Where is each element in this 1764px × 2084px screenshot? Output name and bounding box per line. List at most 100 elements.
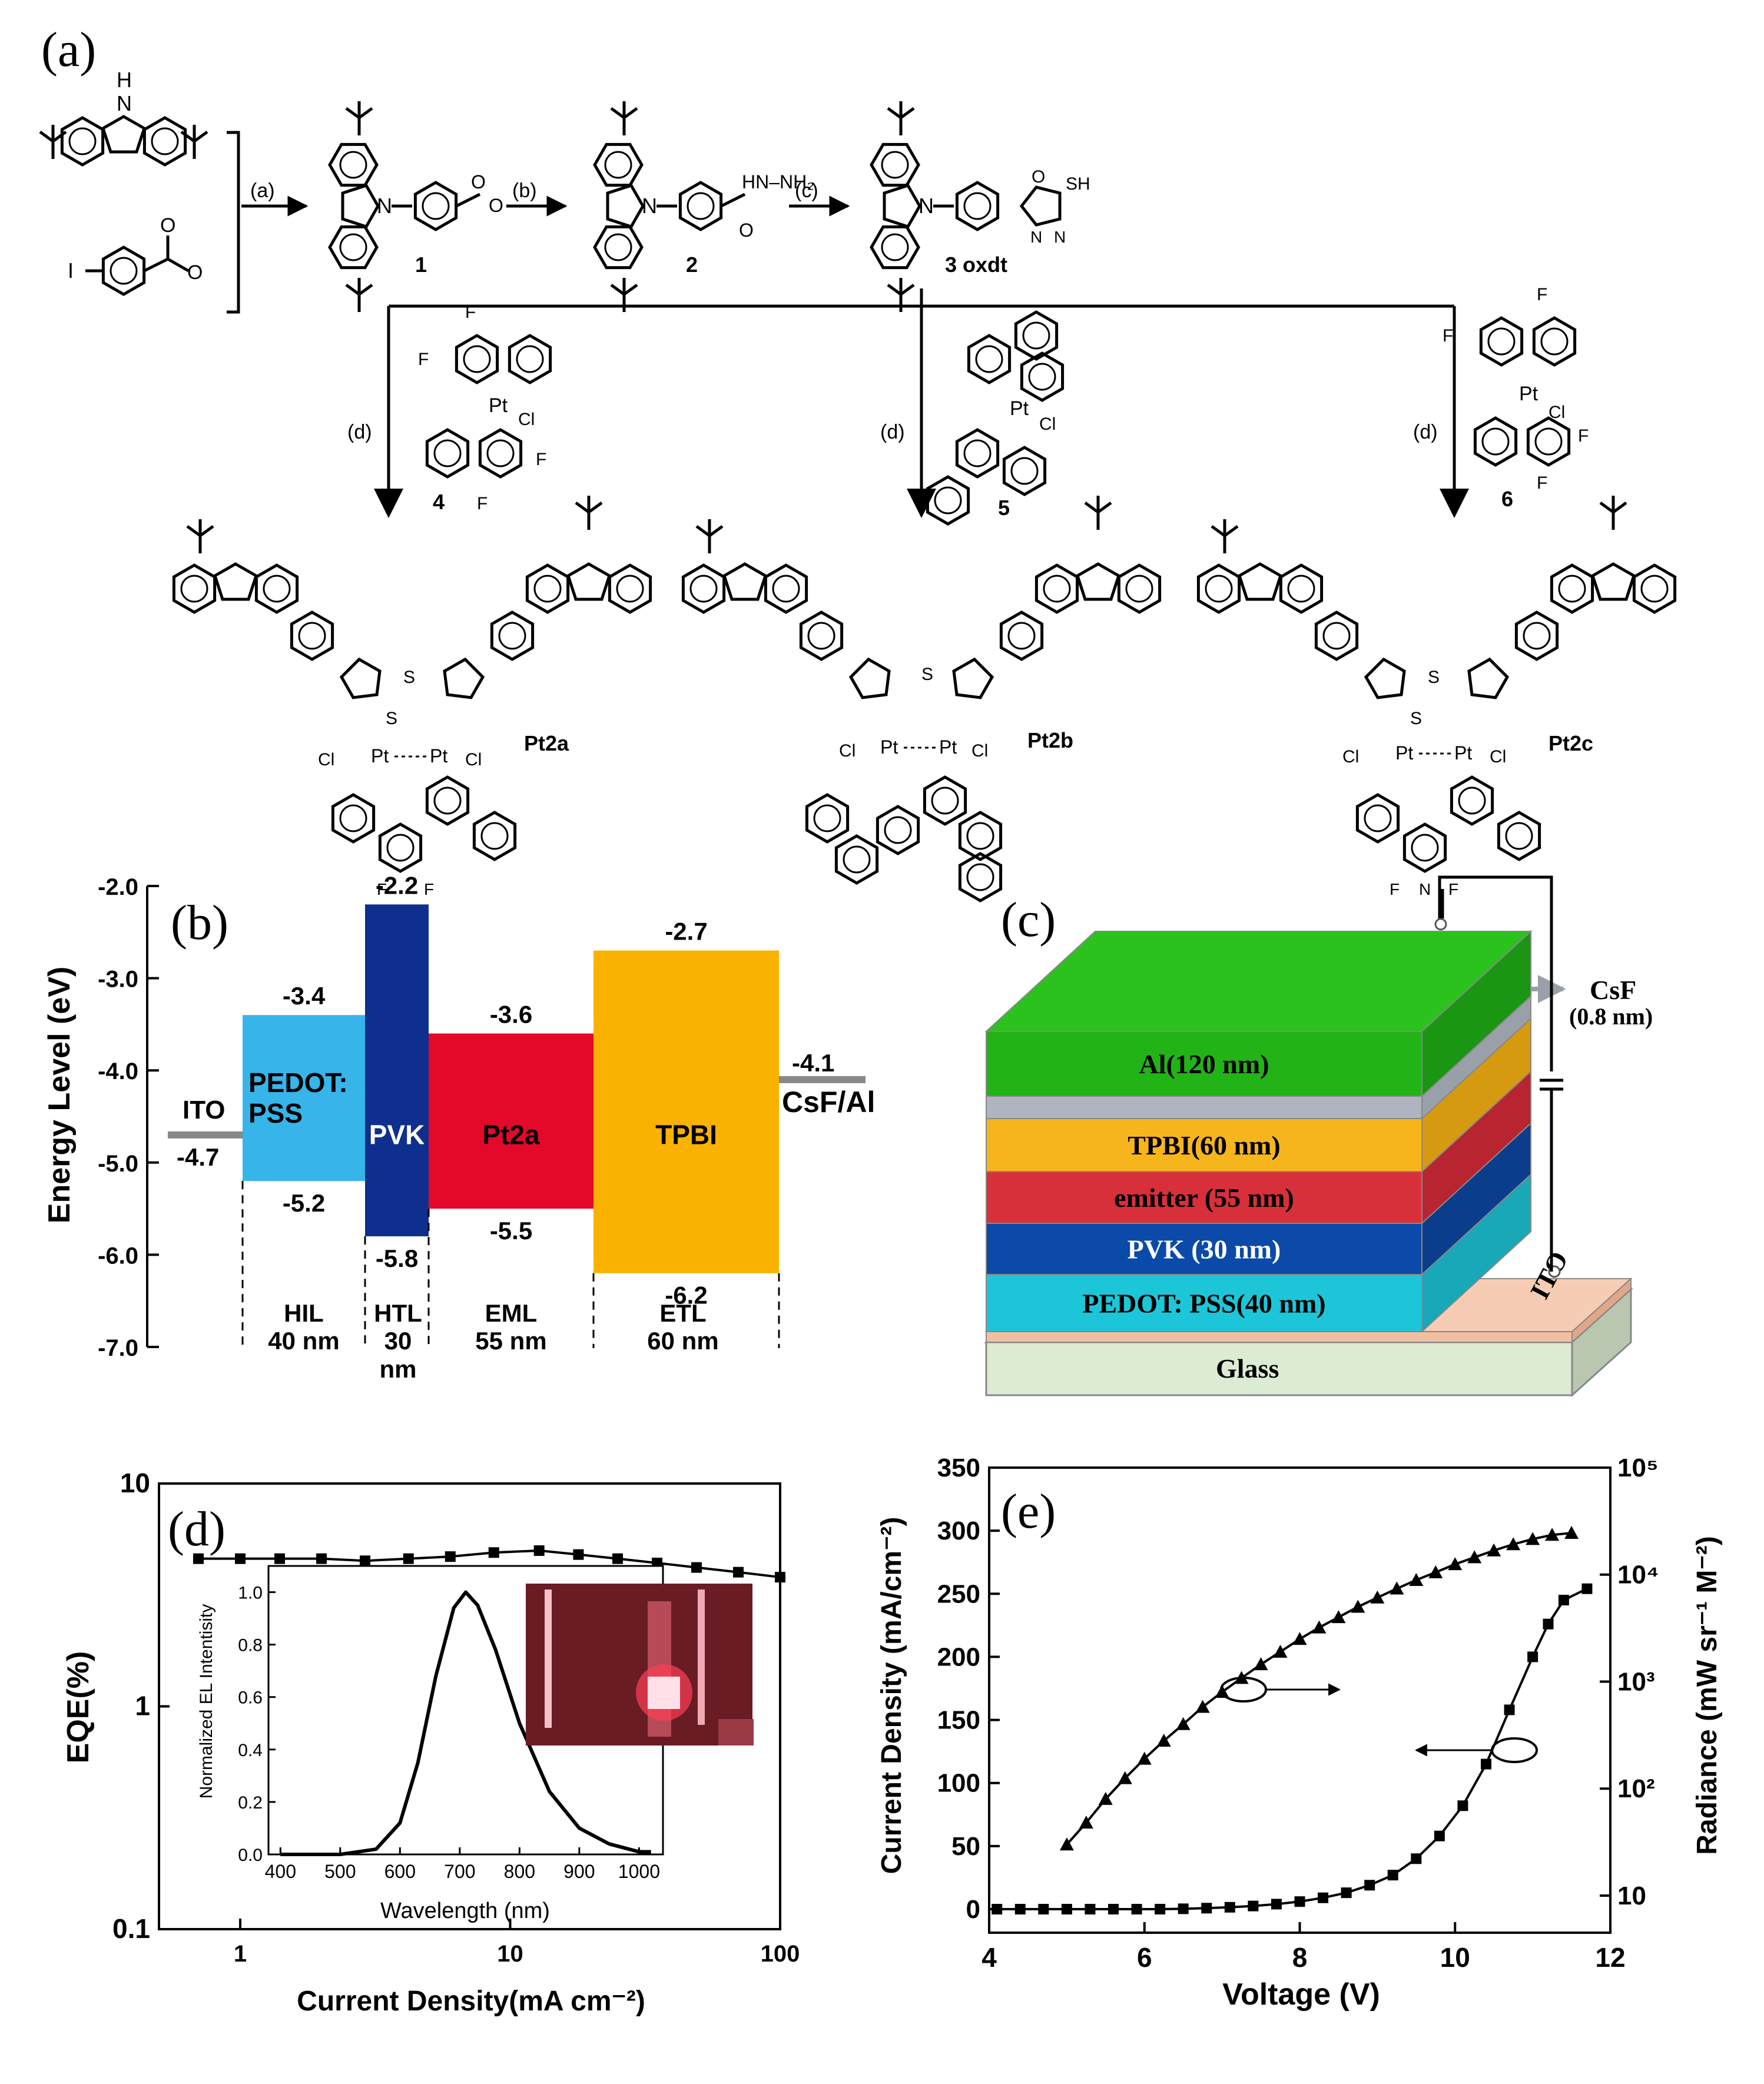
atom-label: Cl: [971, 741, 988, 761]
radiance-point: [1428, 1565, 1443, 1578]
atom-label: Pt: [430, 745, 447, 766]
ito-value: -4.7: [177, 1143, 219, 1171]
x-tick-label: 1: [234, 1941, 247, 1967]
atom-label: Pt: [1395, 742, 1413, 764]
atom-label: H: [117, 68, 132, 92]
inset-x-tick-label: 500: [324, 1861, 356, 1882]
compound-number: 6: [1501, 487, 1513, 511]
step-label: (c): [795, 180, 818, 202]
current-density-point: [1581, 1583, 1593, 1594]
radiance-point: [1156, 1733, 1171, 1747]
x-tick-label: 4: [982, 1942, 997, 1973]
inset-y-tick-label: 0.2: [238, 1793, 263, 1813]
role-label: HTL: [374, 1299, 422, 1327]
compound-number: 2: [686, 253, 698, 277]
energy-bars: -3.4 -5.2 PEDOT:PSS -2.2 -5.8 PVK -3.6 -5.5 Pt2a…: [168, 871, 875, 1383]
layer-front: [986, 1031, 1423, 1097]
x-tick-label: 100: [761, 1941, 800, 1967]
current-marker-ellipse: [1491, 1737, 1538, 1763]
radiance-point: [1409, 1572, 1424, 1586]
role-label: HIL: [284, 1299, 324, 1327]
product-label: Pt2c: [1549, 731, 1593, 755]
eqe-point: [488, 1547, 499, 1558]
current-density-point: [1038, 1904, 1049, 1914]
lumo-label: -3.6: [490, 1001, 532, 1028]
atom-label: N: [1054, 228, 1066, 246]
eqe-series: [193, 1545, 785, 1583]
atom-label: Pt: [880, 736, 898, 758]
y-tick-label-right: 10⁴: [1617, 1561, 1659, 1589]
x-tick-label: 10: [1440, 1942, 1470, 1973]
atom-label: F: [377, 880, 387, 898]
atom-label: O: [739, 220, 754, 241]
current-density-point: [1434, 1830, 1445, 1841]
inset-spectrum: 400 500 600 700 800 900 1000 0.0 0.2 0.4 0.6 0.8 1.0: [238, 1584, 660, 1882]
atom-label: F: [477, 494, 488, 513]
y-tick-label: 10: [120, 1468, 150, 1498]
atom-label: S: [386, 709, 397, 728]
compound-3-oxdt: N O SH N N 3 oxdt: [871, 101, 1090, 312]
radiance-point: [1545, 1528, 1560, 1541]
panel-b: (b) Energy Level (eV) -2.0 -3.0 -4.0 -5.0 -6…: [42, 871, 875, 1383]
atom-label: F: [1448, 880, 1458, 898]
y-tick-label: 0.1: [112, 1913, 150, 1944]
x-axis-label: Current Density(mA cm⁻²): [297, 1986, 645, 2017]
device-stack: PEDOT: PSS(40 nm) PVK (30 nm) emitter (55 …: [984, 930, 1533, 1333]
product-label: Pt2b: [1027, 728, 1073, 752]
y-tick-label: -7.0: [98, 1335, 138, 1361]
current-density-point: [1201, 1903, 1212, 1914]
eqe-point: [193, 1553, 204, 1564]
eqe-point: [573, 1549, 584, 1560]
y-tick-label-left: 250: [937, 1579, 980, 1608]
atom-label: Cl: [1490, 747, 1506, 766]
compound-number: 3 oxdt: [945, 253, 1007, 277]
current-density-point: [1457, 1800, 1468, 1811]
inset-y-tick-label: 0.0: [238, 1846, 263, 1865]
role-thickness: nm: [380, 1355, 417, 1383]
y-axis-label: EQE(%): [61, 1651, 95, 1764]
atom-label: S: [403, 668, 415, 687]
homo-label: -6.2: [665, 1282, 707, 1309]
current-density-point: [1527, 1651, 1538, 1662]
atom-label: Cl: [518, 410, 535, 429]
reactant-iodobenzoate: I O O: [68, 214, 203, 294]
atom-label: Pt: [489, 394, 508, 417]
al-contact: [1434, 918, 1447, 931]
glass-label: Glass: [1216, 1353, 1279, 1383]
current-density-point: [1364, 1880, 1375, 1891]
inset-y-tick-label: 0.6: [238, 1688, 263, 1708]
atom-label: Cl: [1549, 403, 1565, 422]
layer-label: emitter (55 nm): [1114, 1183, 1294, 1213]
layer-name: PSS: [248, 1098, 303, 1129]
product-pt2c: S S Pt Pt Cl Cl F N F Pt2c: [1198, 496, 1675, 898]
atom-label: Pt: [1454, 742, 1472, 764]
layer-front: [986, 1118, 1423, 1172]
eqe-point: [316, 1553, 327, 1564]
panel-c-label: (c): [1001, 892, 1056, 947]
current-density-point: [1108, 1904, 1119, 1914]
inset-y-tick-label: 0.4: [238, 1741, 263, 1760]
radiance-point: [1292, 1632, 1307, 1645]
inset-x-label: Wavelength (nm): [380, 1899, 550, 1923]
homo-label: -5.5: [490, 1217, 532, 1245]
current-density-point: [1504, 1704, 1515, 1715]
product-pt2b: S Pt Pt Cl Cl Pt2b: [683, 496, 1159, 901]
atom-label: Pt: [371, 745, 389, 766]
panel-a-label: (a): [41, 22, 96, 77]
energy-bar: [365, 904, 429, 1237]
atom-label: F: [1537, 473, 1547, 493]
current-density-point: [1318, 1892, 1329, 1903]
panel-e-label: (e): [1001, 1484, 1056, 1539]
bracket: [227, 131, 240, 314]
inset-y-label: Normalized EL Intentisity: [197, 1604, 216, 1799]
distribution-arrows: [374, 288, 1469, 518]
radiance-point: [1390, 1581, 1404, 1595]
x-tick-label: 12: [1595, 1942, 1625, 1973]
current-density-point: [1387, 1870, 1398, 1881]
atom-label: O: [1032, 167, 1045, 187]
panel-c: (c) Glass ITO PEDOT: PSS(40 nm)PVK (30 n…: [984, 875, 1653, 1398]
layer-label: PEDOT: PSS(40 nm): [1082, 1289, 1325, 1319]
atom-label: N: [919, 194, 934, 218]
radiance-point: [1254, 1657, 1268, 1671]
